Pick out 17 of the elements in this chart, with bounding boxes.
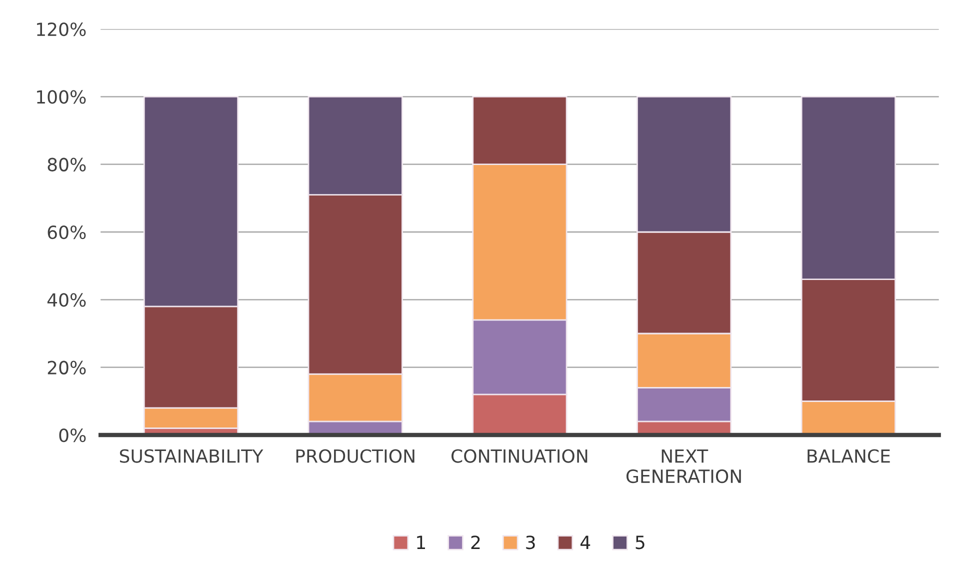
legend-label: 1 (417, 536, 425, 549)
legend-label: 3 (526, 536, 535, 550)
y-tick-label: 20% (48, 360, 86, 374)
y-tick-label: 40% (47, 293, 86, 307)
y-tick-label: 80% (48, 158, 86, 172)
y-tick-label: 120% (37, 22, 86, 36)
legend-label: 4 (580, 536, 590, 549)
y-tick-label: 0% (59, 428, 86, 442)
x-tick-label: CONTINUATION (452, 449, 588, 463)
legend-label: 5 (636, 536, 644, 550)
x-tick-label: SUSTAINABILITY (120, 449, 264, 463)
x-tick-label: PRODUCTION (296, 449, 414, 463)
x-tick-label: NEXT GENERATION (626, 449, 741, 484)
x-tick-label: BALANCE (808, 449, 890, 463)
legend-label: 2 (471, 536, 480, 549)
y-tick-label: 100% (37, 90, 86, 104)
y-tick-label: 60% (48, 225, 86, 240)
